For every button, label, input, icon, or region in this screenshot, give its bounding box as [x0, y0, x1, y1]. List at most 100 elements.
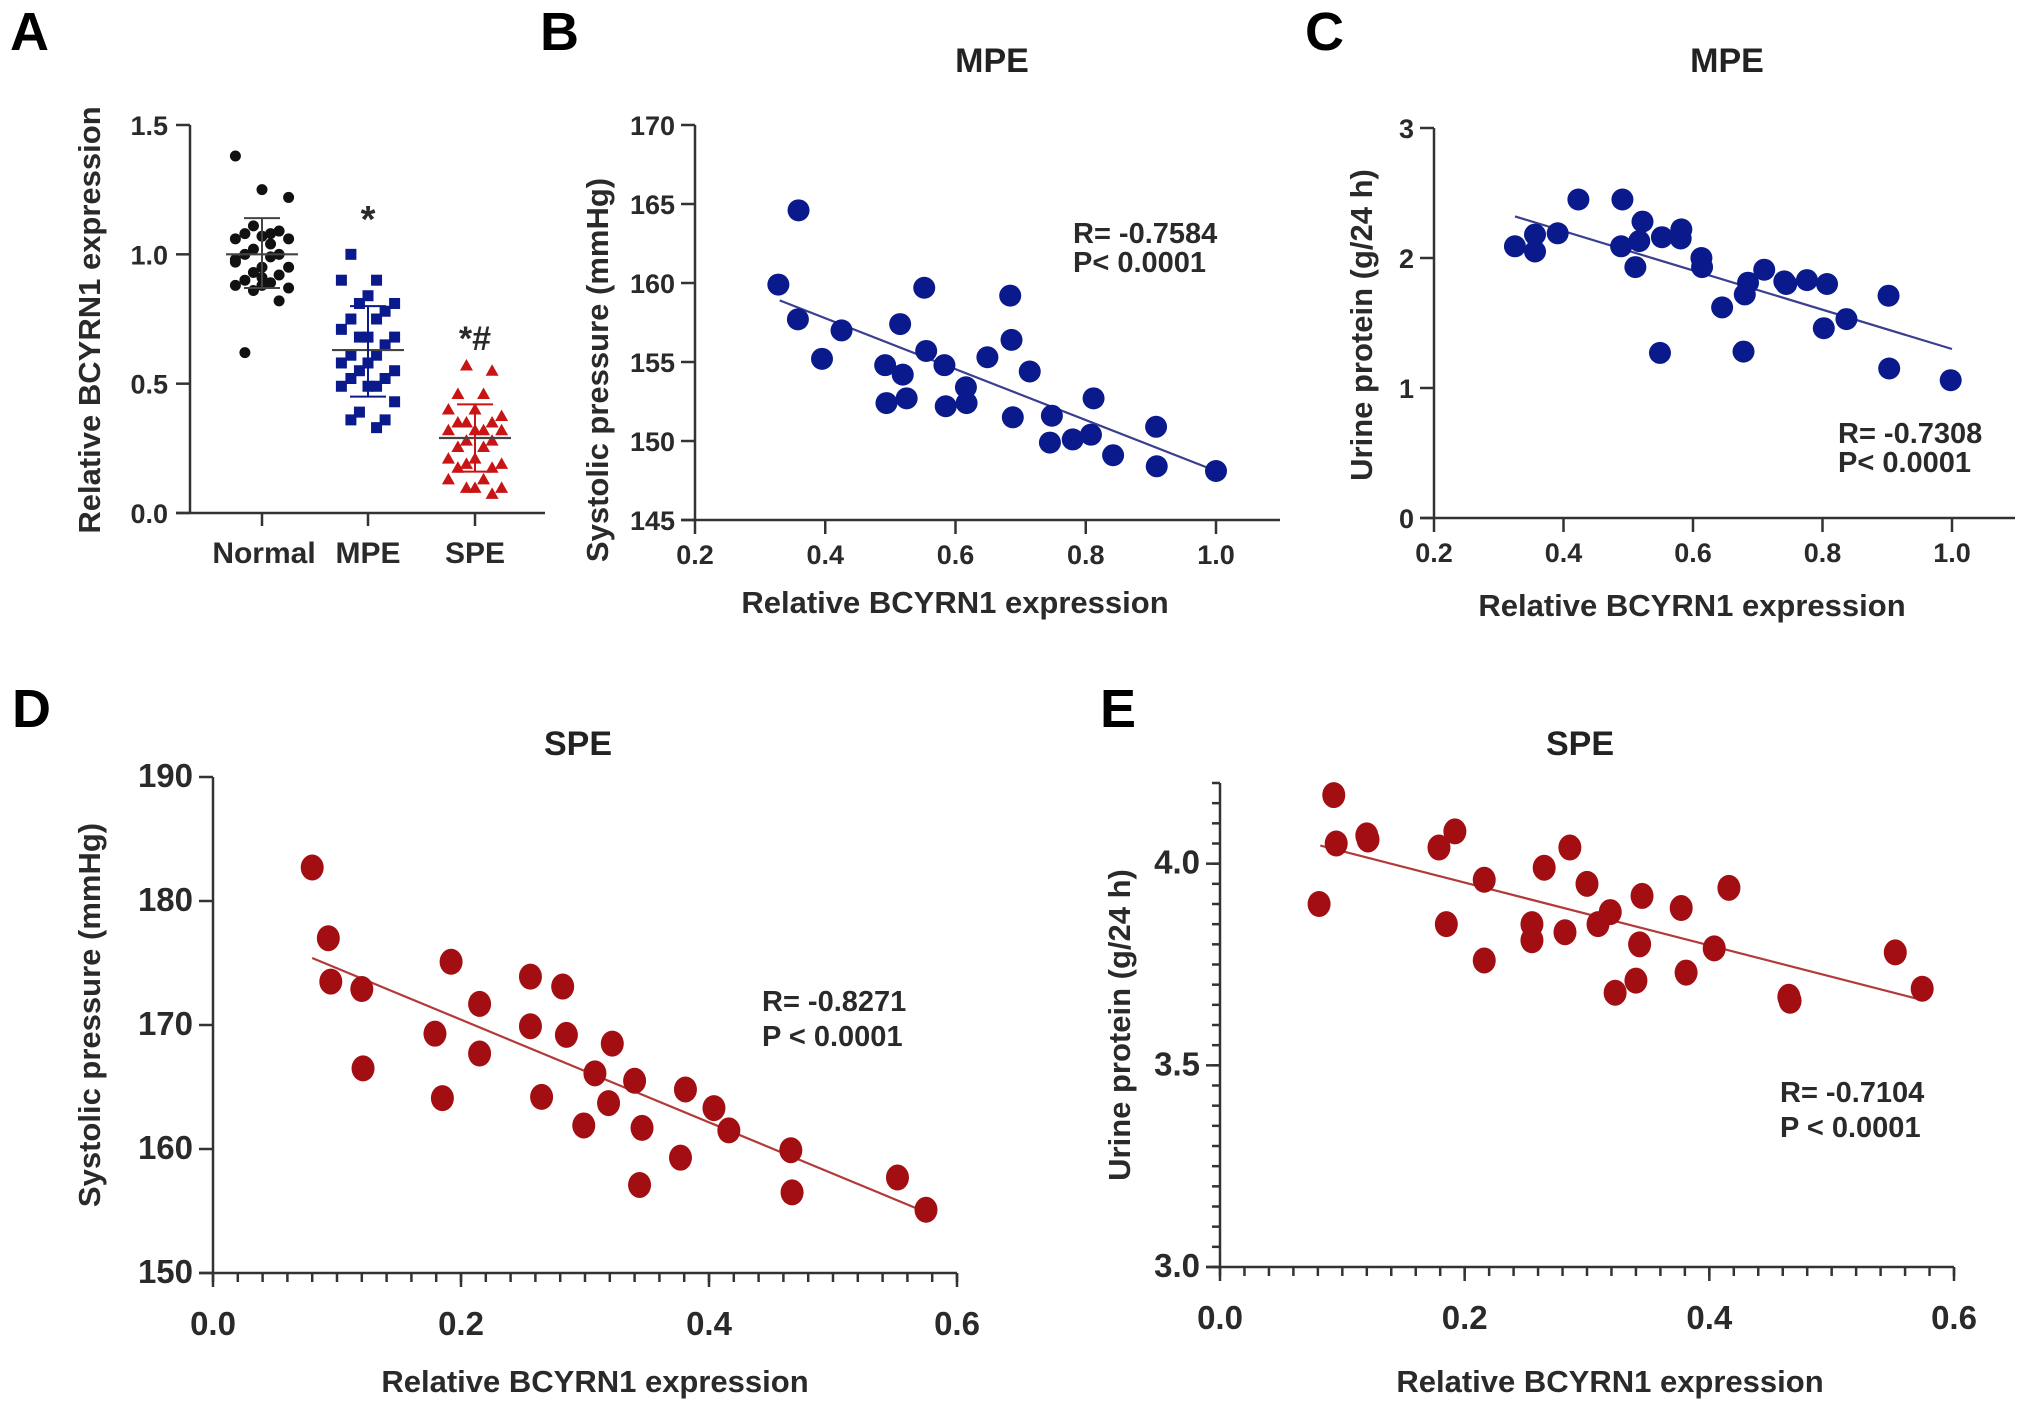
panel-a-significance-spe: *#	[459, 320, 491, 358]
panel-c-data-point	[1669, 227, 1692, 250]
panel-d-data-point	[583, 1060, 607, 1087]
panel-c-data-point	[1650, 226, 1673, 249]
panel-c-data-point	[1877, 284, 1900, 307]
panel-a-category-label: SPE	[445, 537, 505, 570]
panel-a-spe-point	[485, 415, 499, 428]
panel-c-y-tick-label: 2	[1399, 244, 1414, 274]
panel-a-spe-point	[495, 457, 509, 469]
panel-c-data-point	[1503, 235, 1526, 258]
panel-e-x-tick-label: 0.0	[1197, 1299, 1243, 1336]
panel-c-x-tick-label: 0.6	[1674, 538, 1712, 568]
panel-e-data-point	[1630, 882, 1654, 909]
panel-a-normal-point	[247, 220, 259, 232]
panel-d-data-point	[597, 1090, 621, 1117]
panel-a-y-tick-label: 1.5	[130, 111, 168, 141]
panel-c-data-point	[1524, 223, 1547, 246]
panel-e-data-point	[1520, 927, 1544, 954]
panel-d-data-point	[779, 1137, 803, 1164]
panel-a-mpe-point	[335, 357, 347, 369]
panel-d-data-point	[572, 1112, 596, 1139]
panel-e-data-point	[1558, 834, 1582, 861]
panel-a-normal-point	[265, 251, 277, 263]
panel-letter-c: C	[1305, 2, 1344, 62]
panel-e-title: SPE	[1546, 725, 1614, 763]
panel-b-data-point	[891, 363, 914, 386]
panel-a-normal-point	[239, 347, 251, 359]
panel-a-mpe-point	[379, 305, 391, 317]
panel-d-data-point	[673, 1076, 697, 1103]
panel-a-mpe-point	[389, 297, 401, 309]
panel-e-data-point	[1883, 939, 1907, 966]
panel-d-x-tick-label: 0.0	[190, 1305, 236, 1342]
panel-d-data-point	[885, 1164, 909, 1191]
panel-a-y-tick-label: 0.5	[130, 370, 168, 400]
panel-b-y-tick-label: 165	[630, 190, 675, 220]
panel-a-mpe-point	[389, 365, 401, 377]
panel-a-spe-point	[451, 415, 465, 428]
panel-b-r-value: R= -0.7584	[1073, 218, 1217, 250]
panel-b: B MPE Systolic pressure (mmHg) Relative …	[540, 2, 1280, 620]
panel-e-x-tick-label: 0.4	[1686, 1299, 1733, 1336]
panel-a-mpe-point	[379, 414, 391, 426]
panel-letter-e: E	[1100, 679, 1136, 739]
panel-a-normal-point	[273, 269, 285, 281]
panel-b-data-point	[934, 395, 957, 418]
panel-a-spe-point	[485, 487, 499, 499]
panel-e-data-point	[1553, 919, 1577, 946]
panel-b-data-point	[810, 347, 833, 370]
panel-a-spe-point	[468, 481, 482, 493]
panel-c-data-point	[1878, 357, 1901, 380]
panel-a-mpe-point	[353, 365, 365, 377]
panel-c-y-tick-label: 3	[1399, 114, 1414, 144]
panel-d-data-point	[551, 973, 575, 1000]
panel-d-data-point	[350, 976, 374, 1003]
panel-d-data-point	[702, 1095, 726, 1122]
panel-c-data-point	[1611, 188, 1634, 211]
panel-d-data-point	[554, 1021, 578, 1048]
panel-b-title: MPE	[955, 42, 1029, 80]
panel-a-mpe-point	[371, 349, 383, 361]
panel-c-data-point	[1524, 240, 1547, 263]
panel-d-data-point	[439, 948, 463, 975]
panel-b-data-point	[1102, 444, 1125, 467]
panel-b-x-tick-label: 1.0	[1197, 540, 1235, 570]
panel-a-normal-point	[273, 295, 285, 307]
panel-a-mpe-point	[335, 274, 347, 286]
panel-a-category-label: Normal	[212, 537, 315, 570]
panel-c-data-point	[1795, 269, 1818, 292]
panel-d-y-tick-label: 190	[138, 757, 193, 794]
panel-c-data-point	[1628, 230, 1651, 253]
panel-e-data-point	[1674, 959, 1698, 986]
panel-a-spe-point	[451, 461, 465, 473]
panel-c-data-point	[1624, 256, 1647, 279]
panel-b-data-point	[787, 199, 810, 222]
panel-a-spe-point	[485, 461, 499, 473]
panel-a-spe-point	[495, 409, 509, 421]
panel-a-significance-mpe: *	[361, 199, 376, 241]
panel-b-data-point	[1145, 455, 1168, 478]
panel-c-data-point	[1753, 258, 1776, 281]
panel-b-data-point	[1038, 431, 1061, 454]
panel-c: C MPE Urine protein (g/24 h) Relative BC…	[1305, 2, 2015, 623]
panel-d-x-tick-label: 0.6	[934, 1305, 980, 1342]
panel-b-p-value: P< 0.0001	[1073, 247, 1206, 279]
panel-c-data-point	[1546, 222, 1569, 245]
panel-b-x-tick-label: 0.6	[937, 540, 975, 570]
panel-a-mpe-point	[345, 372, 357, 384]
panel-a-normal-point	[265, 277, 277, 289]
panel-a-normal-point	[229, 150, 241, 162]
panel-b-data-point	[786, 308, 809, 331]
panel-b-data-point	[933, 354, 956, 377]
panel-e-data-point	[1778, 987, 1802, 1014]
panel-b-data-point	[1040, 404, 1063, 427]
panel-a-y-tick-label: 0.0	[130, 499, 168, 529]
panel-a: A Relative BCYRN1 expression 0.0 0.5 1.0 1.…	[10, 2, 545, 570]
panel-a-mpe-point	[353, 331, 365, 343]
panel-a-mpe-point	[389, 396, 401, 408]
panel-d-data-point	[600, 1030, 624, 1057]
panel-a-normal-point	[283, 261, 295, 273]
panel-d-data-point	[518, 1013, 542, 1040]
panel-b-data-point	[1205, 460, 1227, 483]
panel-a-mpe-point	[353, 297, 365, 309]
panel-a-normal-point	[239, 274, 251, 286]
